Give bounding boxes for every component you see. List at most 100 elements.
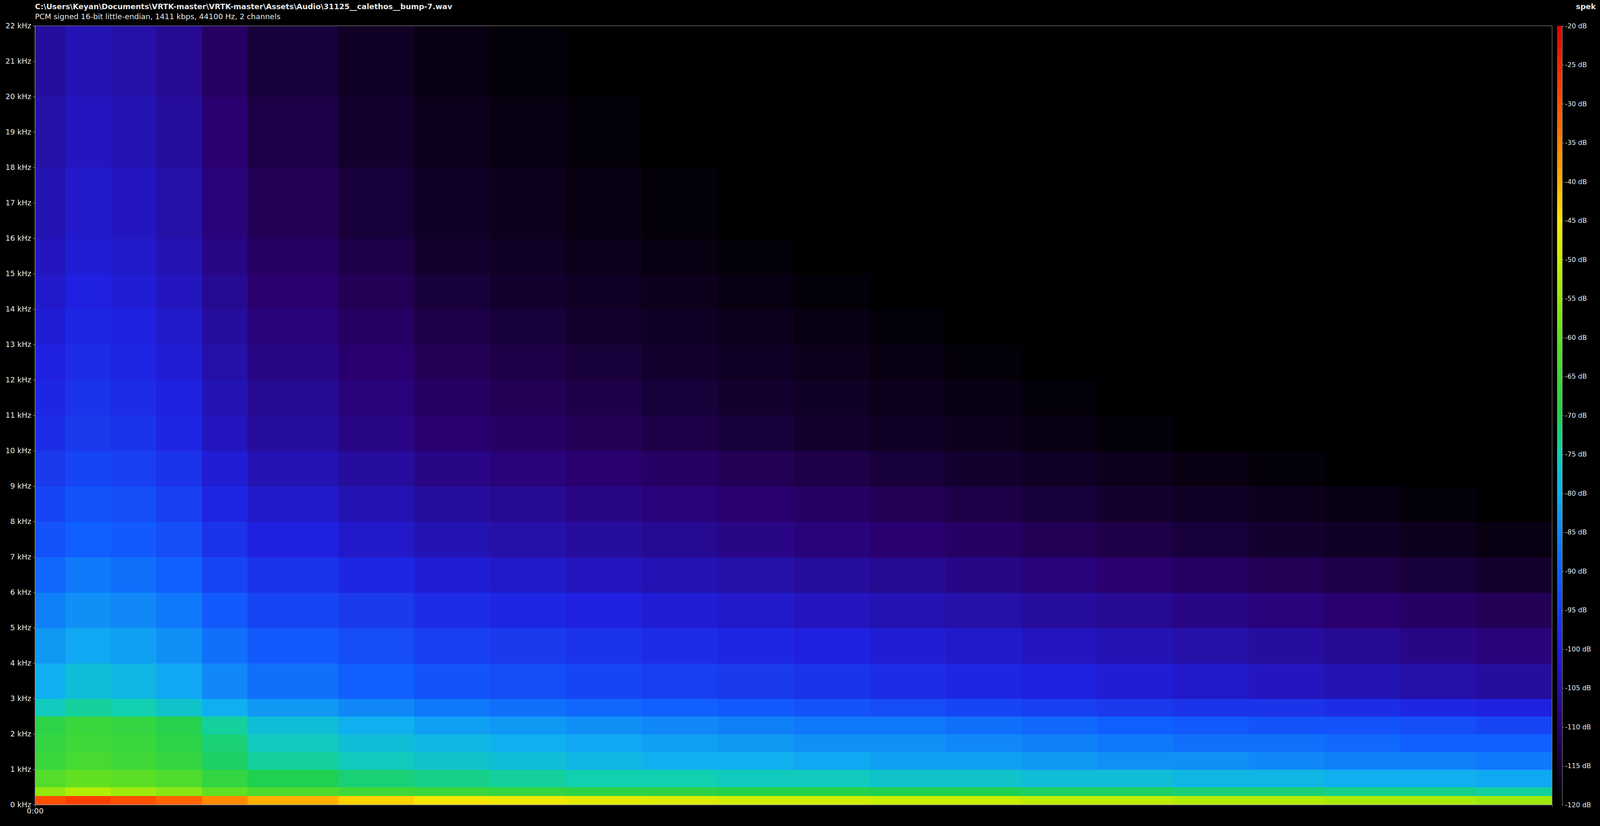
tick: 4 kHz xyxy=(10,658,35,668)
heat-cell xyxy=(1248,796,1325,805)
tick-label: 1 kHz xyxy=(10,765,32,774)
heat-cell xyxy=(156,273,203,310)
heat-cell xyxy=(247,592,339,629)
heat-cell xyxy=(1324,787,1401,797)
heat-cell xyxy=(869,344,946,381)
heat-cell xyxy=(247,734,339,753)
tick: -45 dB xyxy=(1562,216,1587,225)
heat-cell xyxy=(35,698,66,717)
heat-cell xyxy=(414,716,491,735)
heat-cell xyxy=(1097,380,1174,416)
heat-cell xyxy=(1400,61,1477,98)
heat-cell xyxy=(1021,787,1098,797)
heat-cell xyxy=(1476,273,1553,310)
tick: -110 dB xyxy=(1562,723,1592,732)
heat-cell xyxy=(945,557,1022,593)
tick: -105 dB xyxy=(1562,684,1592,693)
heat-cell xyxy=(1248,450,1325,487)
heat-cell xyxy=(247,716,339,735)
heat-cell xyxy=(565,557,643,593)
tick: 14 kHz xyxy=(5,304,35,314)
heat-cell xyxy=(1097,167,1174,204)
heat-cell xyxy=(35,592,66,629)
tick-mark xyxy=(32,486,35,487)
tick-label: 13 kHz xyxy=(5,340,32,349)
heat-cell xyxy=(1172,25,1250,62)
heat-cell xyxy=(110,61,157,98)
heat-cell xyxy=(490,663,567,700)
heat-cell xyxy=(202,698,248,717)
heat-cell xyxy=(1097,787,1174,797)
tick: -120 dB xyxy=(1562,801,1592,810)
heat-cell xyxy=(156,557,203,593)
tick: -115 dB xyxy=(1562,762,1592,770)
tick-mark xyxy=(32,450,35,452)
heat-cell xyxy=(247,96,339,133)
heat-cell xyxy=(414,752,491,770)
heat-cell xyxy=(717,344,794,381)
tick: 5 kHz xyxy=(10,623,35,633)
heat-cell xyxy=(1172,273,1250,310)
heat-cell xyxy=(1021,273,1098,310)
heat-cell xyxy=(793,769,870,788)
heat-cell xyxy=(35,752,66,770)
heat-cell xyxy=(1400,769,1477,788)
heat-cell xyxy=(1476,734,1553,753)
heat-cell xyxy=(414,486,491,523)
heat-cell xyxy=(793,344,870,381)
heat-cell xyxy=(717,132,794,168)
heat-cell xyxy=(1172,415,1250,452)
heat-cell xyxy=(717,238,794,275)
heat-cell xyxy=(338,132,415,168)
heat-cell xyxy=(1324,96,1401,133)
heat-cell xyxy=(338,592,415,629)
heat-cell xyxy=(945,25,1022,62)
tick: 16 kHz xyxy=(5,233,35,243)
heat-cell xyxy=(565,592,643,629)
heat-cell xyxy=(717,450,794,487)
heat-cell xyxy=(1476,132,1553,168)
heat-cell xyxy=(1324,380,1401,416)
heat-cell xyxy=(65,132,112,168)
heat-cell xyxy=(793,25,870,62)
heat-cell xyxy=(110,96,157,133)
heat-cell xyxy=(1476,202,1553,239)
heat-cell xyxy=(35,167,66,204)
heat-cell xyxy=(1097,716,1174,735)
heat-cell xyxy=(110,627,157,664)
tick: -60 dB xyxy=(1562,333,1587,342)
heat-cell xyxy=(641,521,718,558)
tick-label: 22 kHz xyxy=(5,21,32,30)
tick: 12 kHz xyxy=(5,375,35,385)
heat-cell xyxy=(1021,96,1098,133)
tick-mark xyxy=(32,167,35,168)
tick-mark xyxy=(32,557,35,558)
heat-cell xyxy=(565,96,643,133)
colorbar-axis-line xyxy=(1562,26,1565,806)
heat-cell xyxy=(490,486,567,523)
heat-cell xyxy=(156,61,203,98)
heat-cell xyxy=(110,238,157,275)
heat-cell xyxy=(247,167,339,204)
heat-cell xyxy=(202,25,248,62)
heat-cell xyxy=(945,96,1022,133)
tick-mark xyxy=(32,592,35,593)
heat-cell xyxy=(1172,132,1250,168)
tick-mark xyxy=(32,132,35,133)
heat-cell xyxy=(414,202,491,239)
heat-cell xyxy=(247,344,339,381)
heat-cell xyxy=(717,309,794,345)
tick-label: 21 kHz xyxy=(5,56,32,66)
spectrogram: C:\Users\Keyan\Documents\VRTK-master\VRT… xyxy=(0,0,1600,826)
heat-cell xyxy=(793,557,870,593)
heat-cell xyxy=(869,61,946,98)
heat-cell xyxy=(202,202,248,239)
heat-cell xyxy=(869,96,946,133)
tick-mark xyxy=(1562,727,1564,728)
heat-cell xyxy=(414,25,491,62)
heat-cell xyxy=(717,787,794,797)
heat-cell xyxy=(869,698,946,717)
heat-cell xyxy=(35,132,66,168)
tick-mark xyxy=(1562,493,1564,494)
heat-cell xyxy=(247,202,339,239)
